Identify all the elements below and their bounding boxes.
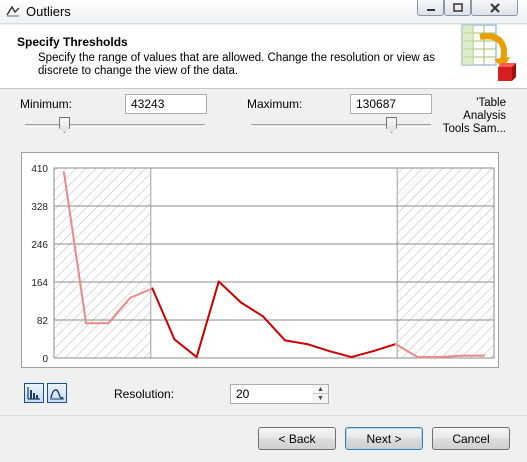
series-line-segment <box>438 354 463 359</box>
series-line-segment <box>63 171 88 325</box>
wizard-header: Specify Thresholds Specify the range of … <box>0 24 527 89</box>
close-icon <box>489 2 500 13</box>
maximum-slider-track <box>251 124 431 127</box>
wizard-step-icon <box>461 24 516 81</box>
minimum-slider-track <box>25 124 205 127</box>
resolution-label: Resolution: <box>114 387 175 401</box>
series-line-segment <box>217 280 242 304</box>
minimum-label: Minimum: <box>20 97 73 111</box>
next-button[interactable]: Next > <box>345 427 423 450</box>
y-tick-label: 164 <box>31 278 48 289</box>
maximum-slider[interactable] <box>251 115 431 135</box>
series-line-segment <box>306 343 331 353</box>
footer-divider <box>0 415 527 416</box>
table-name-line: Analysis <box>463 110 506 122</box>
outliers-app-icon <box>6 5 20 17</box>
series-line-segment <box>394 343 419 359</box>
minimum-slider-thumb[interactable] <box>59 117 71 133</box>
series-line-segment <box>328 350 353 359</box>
histogram-view-button[interactable] <box>24 383 44 403</box>
resolution-input[interactable] <box>230 384 314 404</box>
stepper-down-icon[interactable]: ▼ <box>317 395 324 402</box>
minimize-icon <box>426 8 435 11</box>
excluded-region-low <box>54 168 151 358</box>
series-line-segment <box>372 343 397 353</box>
series-line-segment <box>350 350 375 359</box>
table-name-line: Tools Sam... <box>442 123 506 135</box>
series-line-segment <box>151 287 176 341</box>
distribution-chart-svg: 410 328 246 164 82 0 <box>31 164 495 365</box>
page-title: Specify Thresholds <box>17 35 128 49</box>
maximize-button[interactable] <box>444 0 471 16</box>
window-title: Outliers <box>26 4 71 19</box>
maximum-input[interactable] <box>350 94 432 114</box>
excluded-region-high <box>397 168 494 358</box>
y-tick-label: 328 <box>31 202 48 213</box>
title-bar: Outliers <box>0 0 527 24</box>
series-line-segment <box>261 315 287 342</box>
histogram-view-icon <box>27 387 40 400</box>
distribution-chart: 410 328 246 164 82 0 <box>21 152 499 368</box>
line-view-icon <box>50 389 64 400</box>
close-button[interactable] <box>471 0 518 16</box>
plot-frame <box>53 167 495 359</box>
series-line-segment <box>284 339 309 346</box>
y-tick-label: 410 <box>31 164 48 175</box>
y-tick-label: 82 <box>37 316 49 327</box>
stepper-up-icon[interactable]: ▲ <box>313 385 328 394</box>
minimum-input[interactable] <box>125 94 207 114</box>
y-tick-label: 246 <box>31 240 48 251</box>
maximize-icon <box>452 3 463 12</box>
series-line-segment <box>129 287 154 299</box>
series-line-segment <box>195 280 220 359</box>
series-line-segment <box>107 296 132 325</box>
table-name-line: 'Table <box>476 97 506 109</box>
line-view-button[interactable] <box>47 383 67 403</box>
page-description: Specify the range of values that are all… <box>38 52 435 77</box>
series-line-segment <box>239 301 264 318</box>
back-button[interactable]: < Back <box>258 427 336 450</box>
minimum-slider[interactable] <box>25 115 205 135</box>
y-tick-label: 0 <box>42 354 48 365</box>
maximum-label: Maximum: <box>247 97 303 111</box>
resolution-stepper[interactable]: ▲ ▼ <box>313 384 329 404</box>
series-line-segment <box>173 338 198 359</box>
maximum-slider-thumb[interactable] <box>385 117 397 133</box>
minimize-button[interactable] <box>417 0 444 16</box>
table-name-label: 'Table Analysis Tools Sam... <box>440 97 506 136</box>
cancel-button[interactable]: Cancel <box>432 427 510 450</box>
